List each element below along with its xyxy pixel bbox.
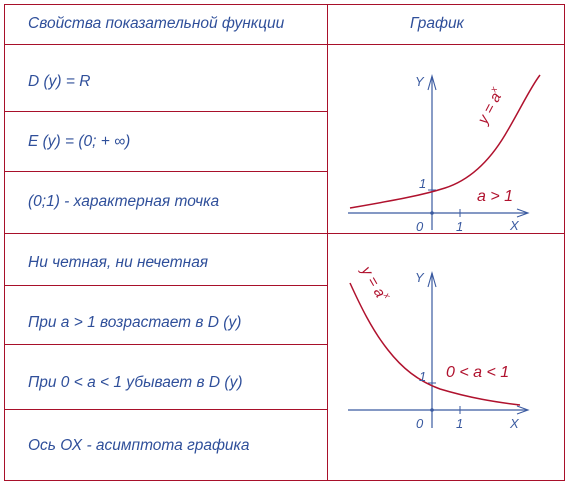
origin-point (430, 408, 434, 412)
graph-decreasing: Y X 0 1 1 y = ax 0 < a < 1 (348, 262, 530, 431)
row-divider (4, 344, 327, 345)
property-domain: D (y) = R (28, 73, 91, 90)
header-graph: График (410, 15, 464, 32)
x-tick-label: 1 (456, 219, 463, 234)
exp-curve-decreasing (349, 282, 521, 406)
curve-formula: y = a (474, 90, 505, 128)
header-divider (4, 44, 565, 45)
x-tick-label: 1 (456, 416, 463, 431)
row-divider (4, 233, 565, 234)
condition-label: 0 < a < 1 (446, 364, 509, 381)
y-axis-label: Y (415, 270, 425, 285)
property-asymptote: Ось ОХ - асимптота графика (28, 437, 250, 454)
y-tick-label: 1 (419, 176, 426, 191)
property-increasing: При a > 1 возрастает в D (y) (28, 314, 242, 331)
curve-exponent: x (381, 290, 393, 300)
header-properties: Свойства показательной функции (28, 15, 285, 32)
curve-exponent: x (488, 84, 500, 94)
svg-text:y = ax: y = ax (357, 262, 393, 305)
svg-text:y = ax: y = ax (472, 84, 507, 127)
y-tick-label: 1 (419, 369, 426, 384)
condition-label: a > 1 (477, 188, 513, 205)
table-frame (4, 4, 565, 481)
row-divider (4, 111, 327, 112)
x-axis-arrow (516, 208, 530, 218)
origin-label: 0 (416, 416, 424, 431)
property-range: E (y) = (0; + ∞) (28, 133, 131, 150)
x-axis-label: X (509, 218, 520, 233)
curve-label-top: y = ax (472, 84, 507, 127)
origin-point (430, 211, 434, 215)
property-parity: Ни четная, ни нечетная (28, 254, 209, 271)
properties-table (4, 4, 565, 481)
y-axis-arrow (427, 270, 437, 288)
row-divider (4, 171, 327, 172)
x-axis-arrow (516, 405, 530, 415)
x-axis-label: X (509, 416, 520, 431)
curve-label-bottom: y = ax (357, 262, 393, 305)
property-characteristic-point: (0;1) - характерная точка (28, 193, 220, 210)
property-decreasing: При 0 < a < 1 убывает в D (y) (28, 374, 243, 391)
column-divider (327, 4, 328, 481)
graph-increasing: Y X 0 1 1 y = ax a > 1 (348, 73, 541, 234)
row-divider (4, 285, 327, 286)
exp-curve-increasing (349, 74, 541, 209)
origin-label: 0 (416, 219, 424, 234)
row-divider (4, 409, 327, 410)
y-axis-label: Y (415, 74, 425, 89)
y-axis-arrow (427, 73, 437, 91)
